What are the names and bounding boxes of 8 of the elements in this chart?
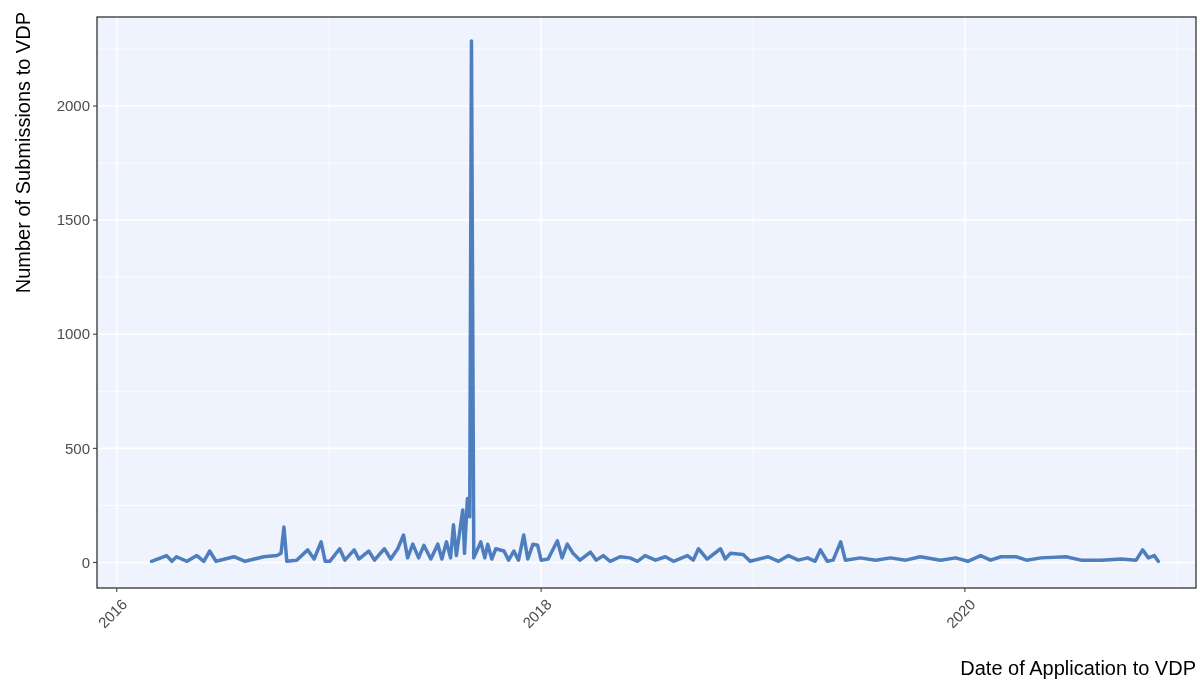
y-tick-label: 500 [64,439,90,457]
y-axis-title: Number of Submissions to VDP [12,12,34,294]
y-tick-label: 0 [81,553,90,571]
x-axis-title: Date of Application to VDP [960,657,1196,679]
line-series [149,39,1161,564]
y-tick-label: 2000 [56,97,90,115]
y-tick-label: 1500 [56,211,90,229]
y-tick-label: 1000 [56,325,90,343]
